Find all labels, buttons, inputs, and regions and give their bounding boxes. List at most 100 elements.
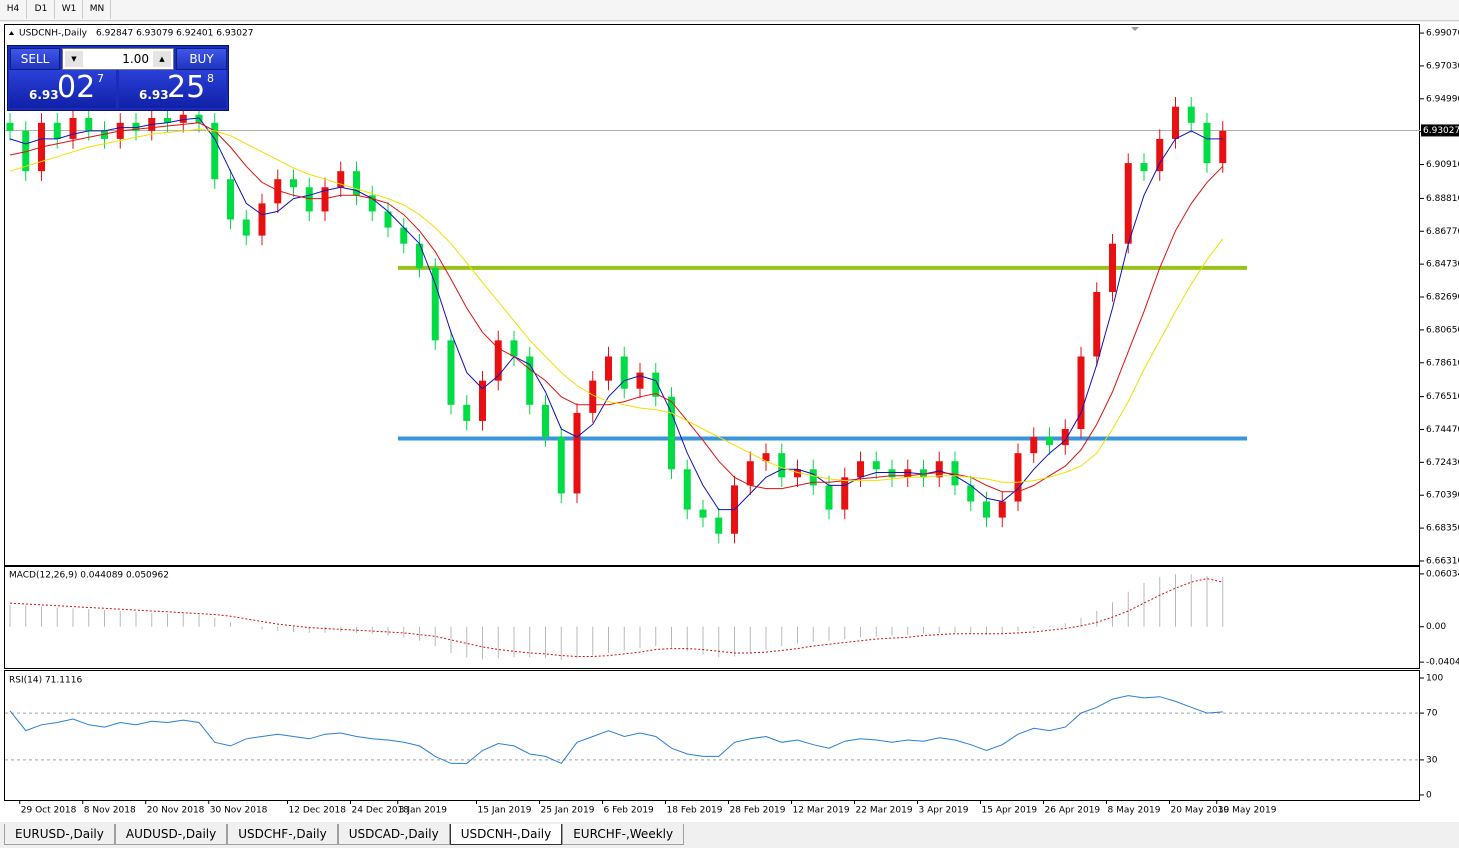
y-tick-label: 30 [1426,755,1438,765]
candle-body [794,469,801,478]
quote-fraction: 8 [207,72,214,85]
y-tick-label: 6.90910 [1426,160,1459,170]
x-tick-label: 24 Dec 2018 [352,806,410,816]
candle-body [290,179,297,188]
candle-body [778,453,786,478]
candle-body [605,356,612,381]
y-tick-label: 6.99070 [1426,29,1459,39]
moving-average-line [9,117,1223,511]
candle-body [337,171,345,188]
y-tick-label: 6.97030 [1426,61,1459,71]
buy-quote[interactable]: 6.93 25 8 [119,70,226,108]
chart-tab[interactable]: USDCAD-,Daily [337,824,450,845]
candle-body [1156,138,1164,172]
chart-title: USDCNH-,Daily [19,29,88,39]
candle-body [164,117,171,123]
candle-body [274,179,282,204]
x-tick-label: 29 Oct 2018 [21,806,77,816]
candle-body [951,461,959,486]
candle-body [715,517,723,534]
quote-big-figure: 6.93 [139,88,169,102]
x-tick-label: 18 Feb 2019 [667,806,723,816]
quote-pips: 25 [167,70,206,105]
candle-body [227,179,234,220]
timeframe-button[interactable]: W1 [56,0,83,19]
candle-body [573,412,581,494]
quote-pips: 02 [57,70,96,105]
candle-body [1030,437,1038,454]
y-tick-label: -0.040412 [1426,658,1459,668]
candle-body [935,461,943,478]
lot-increase[interactable]: ▲ [153,51,171,67]
x-tick-label: 28 Feb 2019 [730,806,786,816]
candle-body [857,461,864,478]
x-tick-label: 25 Jan 2019 [541,806,595,816]
x-tick-label: 8 May 2019 [1108,806,1161,816]
candle-body [967,485,975,502]
chart-tab[interactable]: EURCHF-,Weekly [562,824,685,845]
macd-title: MACD(12,26,9) 0.044089 0.050962 [9,571,169,581]
x-tick-label: 30 Nov 2018 [210,806,268,816]
y-tick-label: 6.78610 [1426,358,1459,368]
y-tick-label: 6.66310 [1426,556,1459,566]
candle-body [6,122,14,131]
candle-body [69,117,77,139]
macd-signal-line [9,578,1223,657]
chart-tabs: EURUSD-,Daily AUDUSD-,Daily USDCHF-,Daily U… [4,824,685,846]
chart-tab[interactable]: AUDUSD-,Daily [114,824,228,845]
x-tick-label: 30 May 2019 [1218,806,1277,816]
x-tick-label: 22 Mar 2019 [856,806,913,816]
candle-body [1093,292,1101,357]
candle-body [746,461,754,486]
sell-quote[interactable]: 6.93 02 7 [9,70,116,108]
y-tick-label: 0 [1426,790,1432,800]
chart-tab[interactable]: EURUSD-,Daily [4,824,115,845]
candle-body [998,501,1006,518]
y-tick-label: 6.68350 [1426,524,1459,534]
one-click-trading-panel: SELL ▼ 1.00 ▲ BUY 6.93 02 7 6.93 25 8 [7,45,229,111]
candle-body [258,203,266,236]
lot-value: 1.00 [122,52,149,66]
candle-body [557,437,565,494]
rsi-panel-frame [4,670,1420,801]
y-tick-label: 6.76510 [1426,392,1459,402]
candle-body [1014,453,1022,502]
rsi-line [9,695,1223,765]
main-panel-frame [4,24,1420,566]
candle-body [1061,428,1069,446]
sell-button[interactable]: SELL [10,48,60,70]
y-tick-label: 6.86770 [1426,227,1459,237]
candle-body [494,340,502,381]
candle-body [22,130,30,172]
candle-body [510,340,518,357]
ohlc-text: 6.92847 6.93079 6.92401 6.93027 [96,29,253,39]
candle-body [384,211,392,228]
lot-decrease[interactable]: ▼ [65,51,83,67]
timeframe-button[interactable]: H4 [0,0,27,19]
moving-average-line [9,128,1224,483]
buy-button[interactable]: BUY [176,48,227,70]
y-tick-label: 6.80650 [1426,325,1459,335]
candle-body [1187,106,1195,123]
timeframe-button[interactable]: D1 [28,0,55,19]
quote-fraction: 7 [97,72,104,85]
candle-body [321,187,329,212]
x-tick-label: 3 Apr 2019 [919,806,969,816]
collapse-arrow[interactable] [9,31,14,35]
candle-body [841,477,849,510]
candle-body [400,227,408,244]
candle-body [53,122,61,139]
x-tick-label: 15 Apr 2019 [982,806,1038,816]
chart-tab[interactable]: USDCHF-,Daily [227,824,338,845]
candle-body [242,219,250,236]
y-tick-label: 100 [1426,674,1443,684]
candle-body [809,469,817,486]
shift-marker [1131,27,1139,31]
candle-body [463,404,471,421]
lot-input[interactable]: ▼ 1.00 ▲ [62,48,174,70]
timeframe-button[interactable]: MN [84,0,111,19]
chart-tab[interactable]: USDCNH-,Daily [449,824,563,845]
x-tick-label: 3 Jan 2019 [399,806,447,816]
